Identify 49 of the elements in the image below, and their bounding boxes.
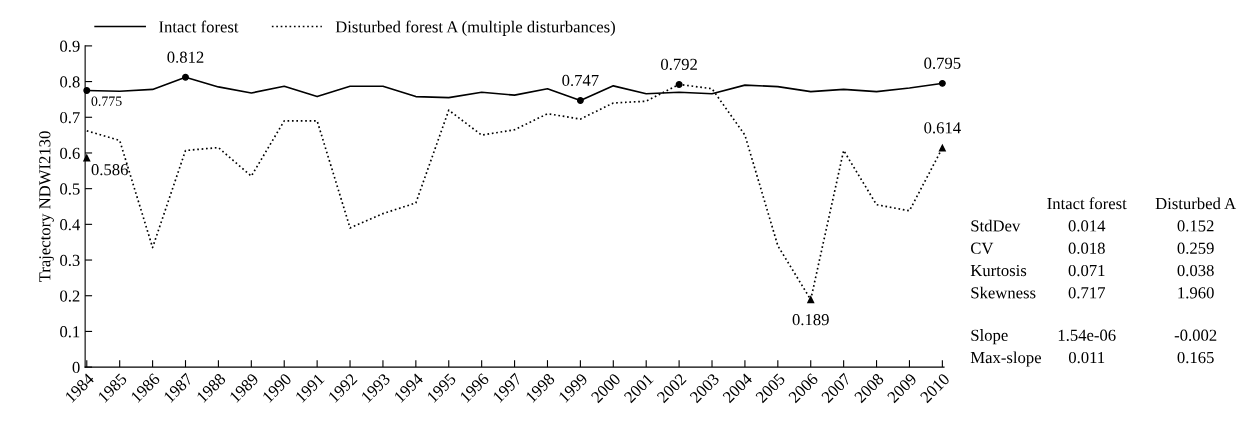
point: [938, 79, 946, 87]
x-tick-label: 2001: [623, 373, 654, 404]
text: 0.152: [1177, 220, 1214, 232]
y-tick-label: 0.6: [60, 147, 80, 159]
annotation: 0.747: [562, 74, 599, 87]
text: Max-slope: [970, 351, 1041, 367]
text: 0.259: [1177, 242, 1214, 254]
legend-label: Intact forest: [159, 20, 239, 33]
text: Slope: [971, 329, 1008, 345]
annotation: 0.792: [660, 58, 697, 71]
point: [182, 73, 189, 81]
y-tick-label: 0.3: [60, 254, 80, 267]
text: 0.717: [1068, 287, 1106, 299]
text: CV: [970, 242, 994, 254]
text: 0.038: [1177, 264, 1214, 277]
y-tick-label: 0.2: [60, 290, 80, 302]
y-axis-title: Trajectory NDWI2130: [39, 131, 54, 283]
y-tick-label: 0.4: [60, 219, 81, 231]
text: 0.071: [1068, 264, 1105, 277]
y-tick-label: 0.7: [60, 111, 80, 124]
point: [675, 80, 683, 88]
y-tick-label: 0.9: [60, 40, 80, 52]
point: [938, 144, 946, 152]
text: Intact forest: [1047, 197, 1127, 210]
text: 1.960: [1178, 287, 1214, 299]
x-tick-label: 1991: [294, 373, 325, 403]
annotation: 0.795: [924, 57, 961, 69]
point: [807, 296, 815, 304]
legend-label: Disturbed forest A (multiple disturbances): [335, 20, 615, 36]
annotation: 0.812: [167, 51, 204, 63]
y-tick-label: 0.1: [60, 326, 80, 338]
text: 0.014: [1068, 220, 1106, 232]
text: -0.002: [1174, 329, 1217, 341]
text: 0.165: [1177, 351, 1214, 364]
text: StdDev: [971, 219, 1021, 232]
y-tick-label: 0: [72, 361, 80, 374]
annotation: 0.775: [91, 96, 122, 106]
text: 1.54e-06: [1058, 329, 1116, 341]
text: 0.011: [1068, 351, 1105, 364]
text: 0.018: [1068, 242, 1105, 254]
annotation: 0.614: [924, 122, 961, 134]
text: Skewness: [971, 286, 1036, 299]
text: Kurtosis: [970, 264, 1027, 277]
y-tick-label: 0.8: [60, 76, 80, 88]
annotation: 0.189: [792, 314, 829, 326]
annotation: 0.586: [91, 164, 128, 176]
y-tick-label: 0.5: [60, 183, 80, 195]
text: Disturbed A: [1155, 197, 1237, 210]
point: [576, 97, 584, 104]
